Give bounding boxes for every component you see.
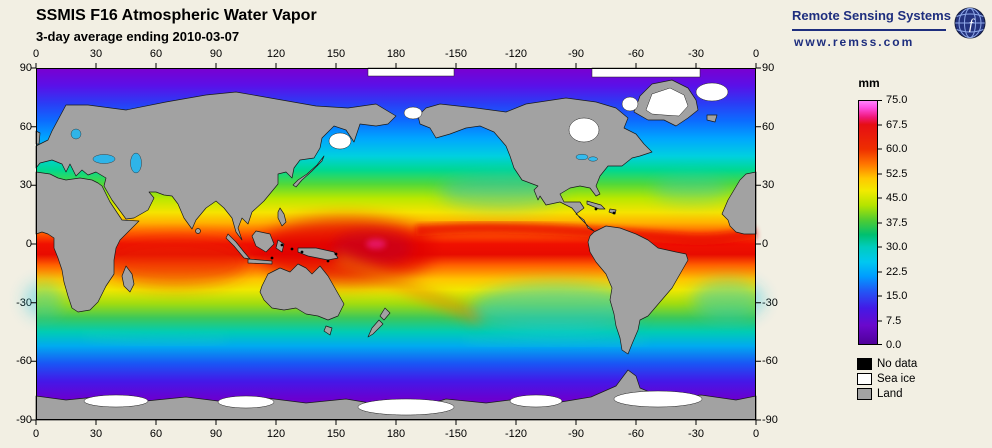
lon-tick-label: 60 [149,48,163,60]
philippines [277,207,287,227]
lon-tick-label: -120 [504,428,528,440]
brand-divider [792,29,946,31]
globe-logo-icon: f [954,7,986,39]
colorbar-tick-label: 52.5 [886,168,908,180]
lat-tick-label: -60 [762,355,778,367]
lon-tick-label: 120 [266,48,286,60]
axis-ticks [31,63,761,425]
new-zealand-south [367,319,384,338]
legend-item-land: Land [857,387,917,401]
svg-text:f: f [969,17,975,33]
lon-tick-label: 0 [752,428,760,440]
australia [259,263,345,321]
south-america [587,225,689,355]
legend-label: Sea ice [877,373,916,385]
lon-tick-label: -60 [628,428,644,440]
lat-tick-label: 90 [762,62,775,74]
colorbar-tick-label: 7.5 [886,315,902,327]
lat-tick-label: -90 [762,414,778,426]
colorbar-unit-label: mm [858,76,880,90]
sea-ice-swatch [857,373,872,385]
page-subtitle: 3-day average ending 2010-03-07 [36,29,240,44]
lat-tick-label: 0 [25,238,32,250]
lon-tick-label: 30 [89,428,103,440]
legend-label: No data [877,358,918,370]
eurasia [35,91,397,241]
greenland-ice [645,87,689,117]
lon-tick-label: 0 [32,48,40,60]
lon-tick-label: -150 [444,428,468,440]
lon-tick-label: 90 [209,48,223,60]
lon-tick-label: 180 [386,48,406,60]
land-swatch [857,388,872,400]
lon-tick-label: 30 [89,48,103,60]
lat-tick-label: 60 [19,121,32,133]
lon-tick-label: -90 [568,48,584,60]
tasmania [323,325,333,336]
lon-tick-label: 120 [266,428,286,440]
colorbar-tick-label: 45.0 [886,192,908,204]
legend-item-sea-ice: Sea ice [857,372,917,386]
lat-tick-label: -30 [762,297,778,309]
land-masses [35,79,757,421]
lon-tick-label: 180 [386,428,406,440]
world-map [24,63,764,425]
colorbar-tick-label: 15.0 [886,290,908,302]
lon-tick-label: -120 [504,48,528,60]
lon-tick-label: 0 [752,48,760,60]
no-data-specks [270,207,616,263]
sea-ice-patches [83,67,729,416]
colorbar-tick-label: 30.0 [886,241,908,253]
lat-tick-label: -60 [16,355,32,367]
sulawesi [275,239,285,253]
iceland [706,114,718,123]
colorbar-tick-label: 37.5 [886,217,908,229]
colorbar-tick-label: 60.0 [886,143,908,155]
new-guinea [297,247,339,261]
madagascar [121,265,135,293]
colorbar-tick-label: 75.0 [886,94,908,106]
lat-tick-label: 90 [19,62,32,74]
brand-url-link[interactable]: www.remss.com [794,35,915,49]
page-title: SSMIS F16 Atmospheric Water Vapor [36,7,317,24]
inland-seas [70,128,598,174]
colorbar-tick-label: 22.5 [886,266,908,278]
new-zealand-north [379,307,391,321]
africa-west [721,171,757,235]
lon-tick-label: 90 [209,428,223,440]
java [247,258,273,265]
lon-tick-label: -90 [568,428,584,440]
lat-tick-label: 30 [762,179,775,191]
legend-label: Land [877,388,903,400]
sumatra [225,233,251,260]
colorbar-tick-label: 0.0 [886,339,902,351]
lon-tick-label: -150 [444,48,468,60]
lat-tick-label: 0 [762,238,769,250]
africa-east [35,171,140,313]
cuba [586,200,606,210]
borneo [251,230,275,253]
branding-block: Remote Sensing Systems www.remss.com f [792,5,988,55]
colorbar-tick-label: 67.5 [886,119,908,131]
legend-item-no-data: No data [857,357,917,371]
lon-tick-label: -60 [628,48,644,60]
japan [292,155,325,188]
lon-tick-label: 150 [326,428,346,440]
brand-name: Remote Sensing Systems [792,8,951,23]
lon-tick-label: 60 [149,428,163,440]
lon-tick-label: 0 [32,428,40,440]
lat-tick-label: 60 [762,121,775,133]
mask-legend: No data Sea ice Land [857,357,917,402]
lon-tick-label: -30 [688,48,704,60]
lat-tick-label: -90 [16,414,32,426]
sri-lanka [195,228,201,234]
no-data-swatch [857,358,872,370]
lat-tick-label: 30 [19,179,32,191]
colorbar [858,100,882,345]
lon-tick-label: -30 [688,428,704,440]
lon-tick-label: 150 [326,48,346,60]
